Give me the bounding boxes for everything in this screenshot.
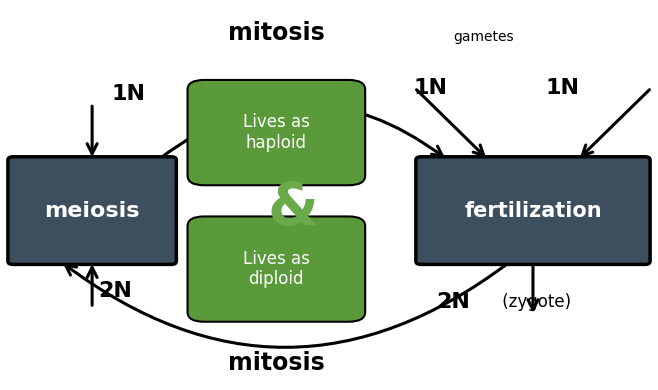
Text: 2N: 2N [98,280,132,301]
Text: mitosis: mitosis [228,351,325,375]
FancyBboxPatch shape [188,216,365,322]
Text: Lives as
diploid: Lives as diploid [243,250,310,289]
FancyBboxPatch shape [8,157,176,264]
Text: 1N: 1N [545,78,580,98]
FancyBboxPatch shape [416,157,650,264]
Text: mitosis: mitosis [228,21,325,46]
Text: fertilization: fertilization [464,200,602,221]
Text: 1N: 1N [111,83,145,104]
Text: 1N: 1N [414,78,448,98]
Text: meiosis: meiosis [44,200,140,221]
Text: &: & [267,180,318,237]
Text: 2N: 2N [437,292,470,312]
Text: Lives as
haploid: Lives as haploid [243,113,310,152]
FancyBboxPatch shape [188,80,365,185]
Text: gametes: gametes [453,30,514,44]
Text: (zygote): (zygote) [497,293,571,311]
